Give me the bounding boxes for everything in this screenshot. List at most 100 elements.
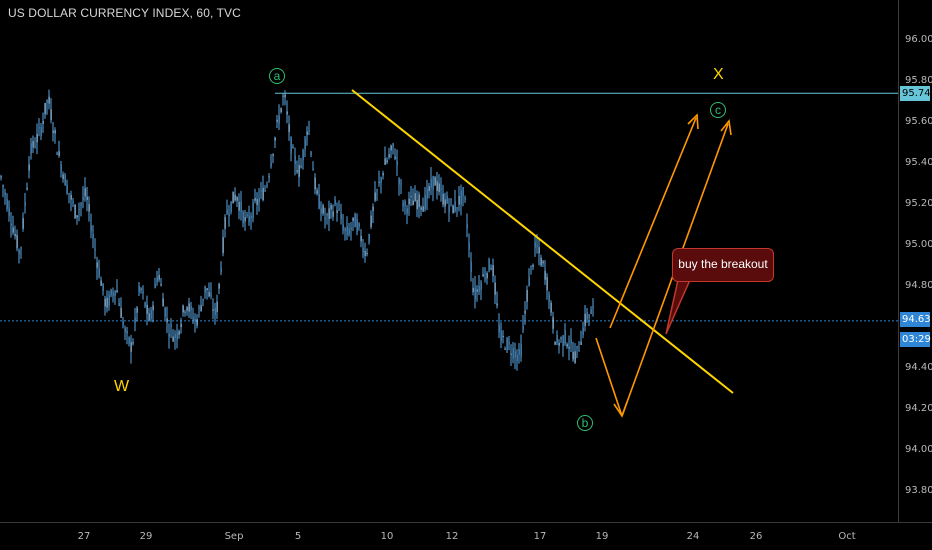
- time-label-10: 10: [380, 531, 394, 542]
- candle-body: [530, 265, 532, 267]
- candle-body: [544, 270, 546, 280]
- candle-body: [466, 224, 468, 229]
- candle-body: [552, 317, 554, 329]
- time-label-12: 12: [445, 531, 459, 542]
- candle-body: [296, 170, 298, 173]
- candle-body: [584, 313, 586, 326]
- candle-body: [162, 298, 164, 307]
- candle-body: [434, 177, 436, 186]
- candle-body: [404, 201, 406, 206]
- candle-body: [450, 198, 452, 201]
- time-label-26: 26: [749, 531, 763, 542]
- candle-body: [542, 261, 544, 264]
- candle-body: [376, 189, 378, 191]
- price-label-94-20: 94.20: [905, 403, 932, 414]
- candle-body: [442, 193, 444, 205]
- candle-body: [570, 339, 572, 344]
- time-label-sep: Sep: [224, 531, 244, 542]
- candle-body: [248, 215, 250, 222]
- candle-body: [262, 187, 264, 201]
- candle-body: [170, 325, 172, 327]
- candle-body: [56, 152, 58, 155]
- candle-body: [374, 192, 376, 201]
- candle-body: [180, 323, 182, 328]
- candle-body: [330, 205, 332, 210]
- candle-body: [182, 305, 184, 313]
- time-label-19: 19: [595, 531, 609, 542]
- candle-body: [154, 284, 156, 288]
- candle-body: [586, 312, 588, 320]
- candle-body: [204, 286, 206, 293]
- candle-body: [230, 201, 232, 213]
- candle-body: [514, 351, 516, 358]
- candle-body: [456, 207, 458, 209]
- candle-body: [462, 187, 464, 196]
- candle-body: [532, 264, 534, 267]
- candle-body: [42, 120, 44, 124]
- candle-body: [580, 341, 582, 345]
- candle-body: [206, 288, 208, 291]
- candle-body: [482, 274, 484, 277]
- candle-body: [480, 282, 482, 290]
- candle-body: [108, 294, 110, 306]
- candle-body: [92, 234, 94, 239]
- candle-body: [102, 283, 104, 291]
- candle-body: [280, 108, 282, 113]
- candle-body: [116, 290, 118, 292]
- time-label-oct: Oct: [838, 531, 856, 542]
- candle-body: [420, 207, 422, 210]
- candle-body: [260, 190, 262, 192]
- candle-body: [476, 289, 478, 292]
- candle-body: [590, 309, 592, 314]
- candle-body: [90, 225, 92, 232]
- candle-body: [224, 217, 226, 229]
- candle-body: [252, 202, 254, 219]
- candle-body: [160, 284, 162, 286]
- candle-body: [488, 259, 490, 271]
- candle-body: [40, 126, 42, 136]
- callout-buy-the-breakout[interactable]: buy the breakout: [672, 248, 774, 282]
- candle-body: [506, 338, 508, 351]
- candle-body: [282, 95, 284, 97]
- candle-body: [540, 257, 542, 266]
- candle-body: [20, 247, 22, 249]
- candle-body: [48, 96, 50, 104]
- candle-body: [178, 330, 180, 335]
- time-label-17: 17: [533, 531, 547, 542]
- candle-body: [172, 336, 174, 342]
- candle-body: [558, 342, 560, 346]
- candle-body: [362, 248, 364, 253]
- candle-body: [192, 317, 194, 321]
- candle-body: [100, 280, 102, 286]
- candle-body: [242, 211, 244, 224]
- candle-body: [366, 253, 368, 255]
- candle-body: [254, 198, 256, 201]
- candle-body: [458, 195, 460, 205]
- candle-body: [444, 199, 446, 207]
- candle-body: [24, 202, 26, 206]
- candle-body: [132, 342, 134, 344]
- candle-body: [84, 188, 86, 197]
- candle-body: [556, 334, 558, 343]
- candle-body: [490, 268, 492, 270]
- price-label-94-00: 94.00: [905, 444, 932, 455]
- candle-body: [236, 197, 238, 201]
- candle-body: [426, 188, 428, 199]
- candle-body: [134, 317, 136, 323]
- candle-body: [336, 210, 338, 213]
- candle-body: [22, 218, 24, 229]
- candle-body: [150, 309, 152, 319]
- candle-body: [82, 197, 84, 200]
- candle-body: [316, 190, 318, 194]
- candle-body: [512, 347, 514, 359]
- candle-body: [10, 223, 12, 226]
- candle-body: [152, 305, 154, 311]
- candle-body: [226, 210, 228, 214]
- candle-body: [60, 164, 62, 172]
- candle-body: [484, 277, 486, 280]
- candle-body: [196, 319, 198, 326]
- candle-body: [320, 208, 322, 214]
- candle-body: [198, 307, 200, 309]
